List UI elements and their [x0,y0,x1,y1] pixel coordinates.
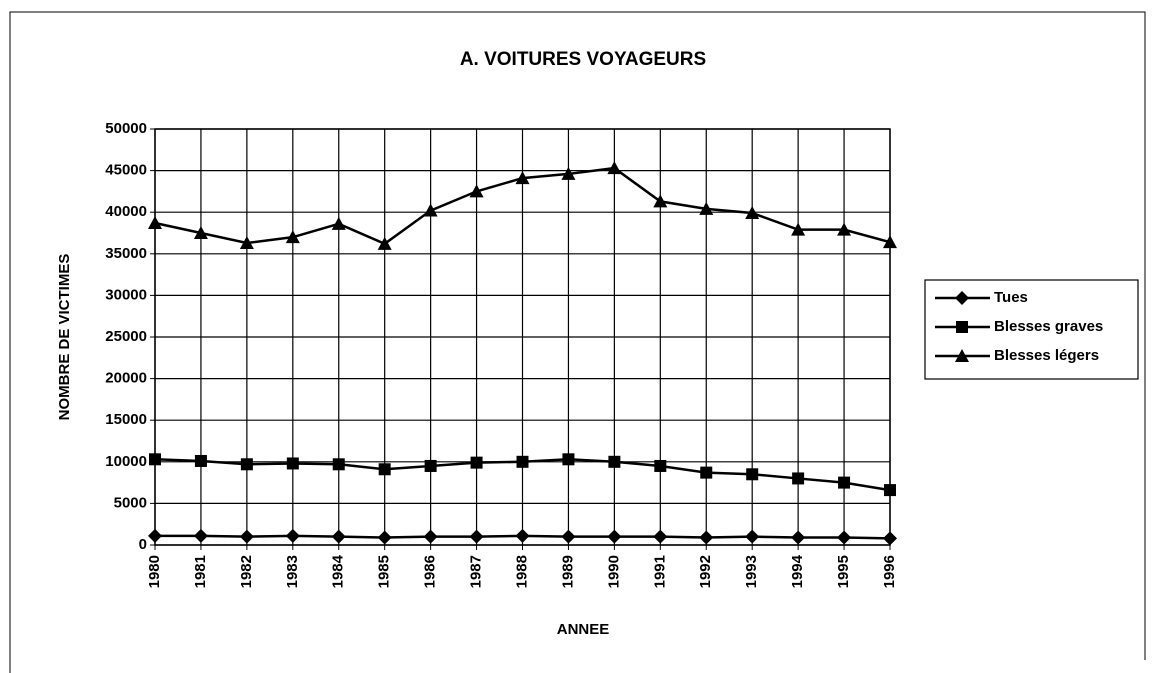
marker [332,458,345,471]
plot-border [154,128,891,546]
marker [838,476,851,489]
marker [837,530,852,545]
x-tick-label: 1991 [651,555,668,588]
marker [424,459,437,472]
legend-label: Tues [994,289,1028,306]
x-tick-label: 1983 [284,555,301,588]
y-tick-label: 10000 [105,453,147,470]
x-tick-label: 1988 [513,555,530,588]
marker [377,530,392,545]
marker [653,194,668,208]
marker [239,235,254,249]
legend-marker [955,349,969,362]
x-tick-label: 1990 [605,555,622,588]
x-tick-label: 1984 [330,554,347,588]
marker [884,484,896,497]
marker [516,455,529,468]
y-tick-label: 20000 [105,370,147,387]
y-tick-label: 15000 [105,411,147,428]
marker [193,528,208,543]
marker [653,529,668,544]
marker [607,529,622,544]
x-tick-label: 1989 [559,555,576,588]
marker [561,166,576,180]
marker [377,236,392,250]
x-tick-label: 1987 [468,555,485,588]
marker [149,453,161,466]
marker [746,468,759,481]
x-tick-label: 1980 [146,555,163,588]
y-tick-label: 25000 [105,328,147,345]
x-tick-label: 1982 [238,555,255,588]
marker [240,458,253,471]
x-tick-label: 1986 [422,555,439,588]
marker [286,457,299,470]
x-tick-label: 1995 [835,555,852,588]
marker [193,226,208,239]
legend-marker [956,321,968,333]
marker [883,531,897,546]
x-tick-label: 1992 [697,555,714,588]
marker [285,528,300,543]
x-tick-label: 1981 [192,555,209,588]
marker [792,472,805,485]
marker [148,216,162,230]
marker [239,529,254,544]
y-tick-label: 30000 [105,286,147,303]
legend-label: Blesses légers [994,347,1099,364]
x-tick-label: 1994 [789,554,806,588]
marker [654,459,667,472]
marker [745,206,760,220]
legend-marker [955,291,969,305]
marker [515,171,530,185]
marker [378,463,391,476]
y-tick-label: 35000 [105,245,147,262]
marker [883,235,897,249]
marker [470,456,483,469]
marker [791,530,806,545]
marker [331,216,346,230]
marker [700,466,713,479]
y-tick-label: 40000 [105,203,147,220]
frame [9,11,1146,673]
marker [607,161,622,175]
marker [285,230,300,244]
marker [561,529,576,544]
y-axis-label: NOMBRE DE VICTIMES [56,254,73,421]
marker [608,455,621,468]
y-tick-label: 0 [139,536,147,553]
marker [148,528,162,543]
y-tick-label: 5000 [114,494,147,511]
marker [194,454,207,467]
x-tick-label: 1985 [376,555,393,588]
marker [515,528,530,543]
x-tick-label: 1996 [881,555,898,588]
marker [423,529,438,544]
y-tick-label: 45000 [105,162,147,179]
marker [469,529,484,544]
marker [562,453,575,466]
marker [423,203,438,217]
chart-title: A. VOITURES VOYAGEURS [460,49,706,70]
legend-label: Blesses graves [994,318,1103,335]
marker [331,529,346,544]
marker [469,184,484,198]
marker [699,530,714,545]
marker [837,222,852,236]
marker [745,529,760,544]
marker [791,222,806,236]
y-tick-label: 50000 [105,120,147,137]
marker [699,201,714,215]
x-axis-label: ANNEE [557,621,610,638]
x-tick-label: 1993 [743,555,760,588]
